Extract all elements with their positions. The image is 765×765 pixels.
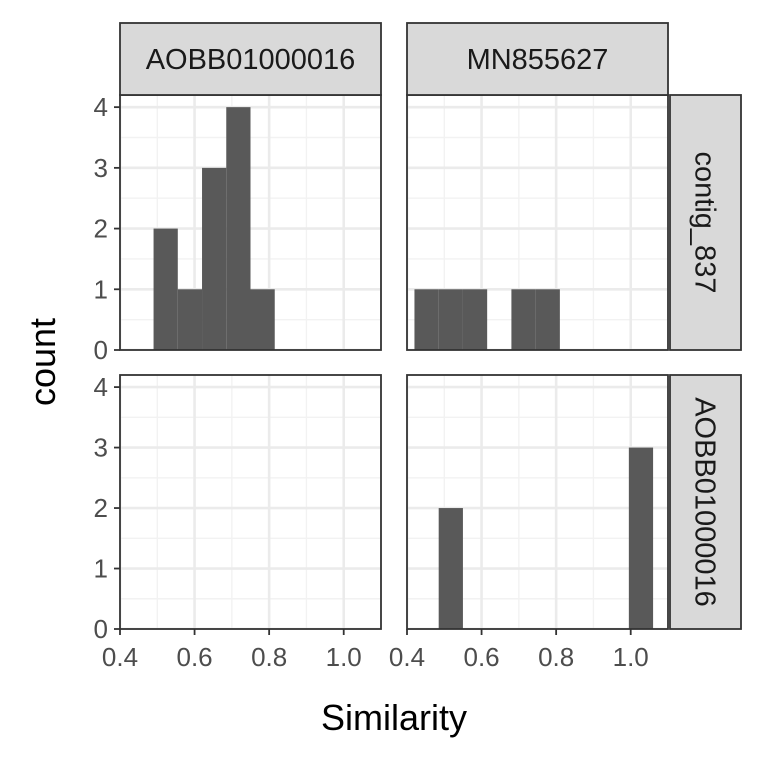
histogram-bar xyxy=(153,228,178,350)
panel-bars xyxy=(414,289,560,350)
y-tick-label: 0 xyxy=(94,614,108,644)
y-tick-label: 1 xyxy=(94,554,108,584)
y-tick-label: 4 xyxy=(94,372,108,402)
histogram-bar xyxy=(511,289,536,350)
row-strip-label: AOBB01000016 xyxy=(689,397,721,607)
column-strip-label: AOBB01000016 xyxy=(146,44,356,76)
panel-border xyxy=(119,374,382,630)
histogram-bar xyxy=(438,289,463,350)
y-tick-label: 4 xyxy=(94,92,108,122)
panel-bars xyxy=(438,447,654,629)
facet-panel-contig-837-mn855627 xyxy=(406,94,669,351)
row-strip-label: contig_837 xyxy=(689,152,721,294)
x-tick-label: 0.8 xyxy=(538,642,574,672)
strip-background xyxy=(669,374,742,630)
panel-border xyxy=(406,374,669,630)
histogram-bar xyxy=(462,289,488,350)
x-axis-title: Similarity xyxy=(321,697,467,738)
histogram-bar xyxy=(177,289,203,350)
x-tick-label: 0.6 xyxy=(463,642,499,672)
strip-background xyxy=(669,94,742,351)
facet-panels xyxy=(119,94,669,630)
x-tick-label: 1.0 xyxy=(613,642,649,672)
y-tick-label: 2 xyxy=(94,493,108,523)
facet-panel-aobb01000016-aobb01000016 xyxy=(119,374,382,630)
histogram-bar xyxy=(202,167,227,350)
histogram-bar xyxy=(628,447,654,629)
row-strip-0: contig_837 xyxy=(669,94,742,351)
x-tick-label: 0.4 xyxy=(389,642,425,672)
histogram-bar xyxy=(250,289,275,350)
panel-bars xyxy=(153,107,275,350)
histogram-bar xyxy=(414,289,439,350)
x-tick-label: 1.0 xyxy=(326,642,362,672)
panel-background xyxy=(120,375,381,629)
column-strip-0: AOBB01000016 xyxy=(119,22,382,96)
panel-grid xyxy=(120,375,381,629)
row-strip-1: AOBB01000016 xyxy=(669,374,742,630)
histogram-bar xyxy=(438,508,463,629)
y-axis-ticks: 0 1 2 3 4 0 1 2 3 4 xyxy=(94,92,120,644)
y-tick-label: 2 xyxy=(94,214,108,244)
column-strip-1: MN855627 xyxy=(406,22,669,96)
facet-panel-contig-837-aobb01000016 xyxy=(119,94,382,351)
x-tick-label: 0.4 xyxy=(102,642,138,672)
strip-background xyxy=(406,22,669,96)
facet-panel-aobb01000016-mn855627 xyxy=(406,374,669,630)
y-axis-title: count xyxy=(22,318,63,406)
histogram-bar xyxy=(535,289,560,350)
y-tick-label: 1 xyxy=(94,274,108,304)
column-strip-label: MN855627 xyxy=(467,44,609,76)
y-tick-label: 0 xyxy=(94,335,108,365)
x-tick-label: 0.6 xyxy=(176,642,212,672)
x-axis-ticks: 0.4 0.6 0.8 1.0 0.4 0.6 0.8 1.0 xyxy=(102,629,649,672)
y-tick-label: 3 xyxy=(94,153,108,183)
x-tick-label: 0.8 xyxy=(251,642,287,672)
y-tick-label: 3 xyxy=(94,433,108,463)
strip-background xyxy=(119,22,382,96)
histogram-bar xyxy=(226,107,251,350)
facet-strips: AOBB01000016 MN855627 contig_837 AOBB010000… xyxy=(119,22,742,630)
